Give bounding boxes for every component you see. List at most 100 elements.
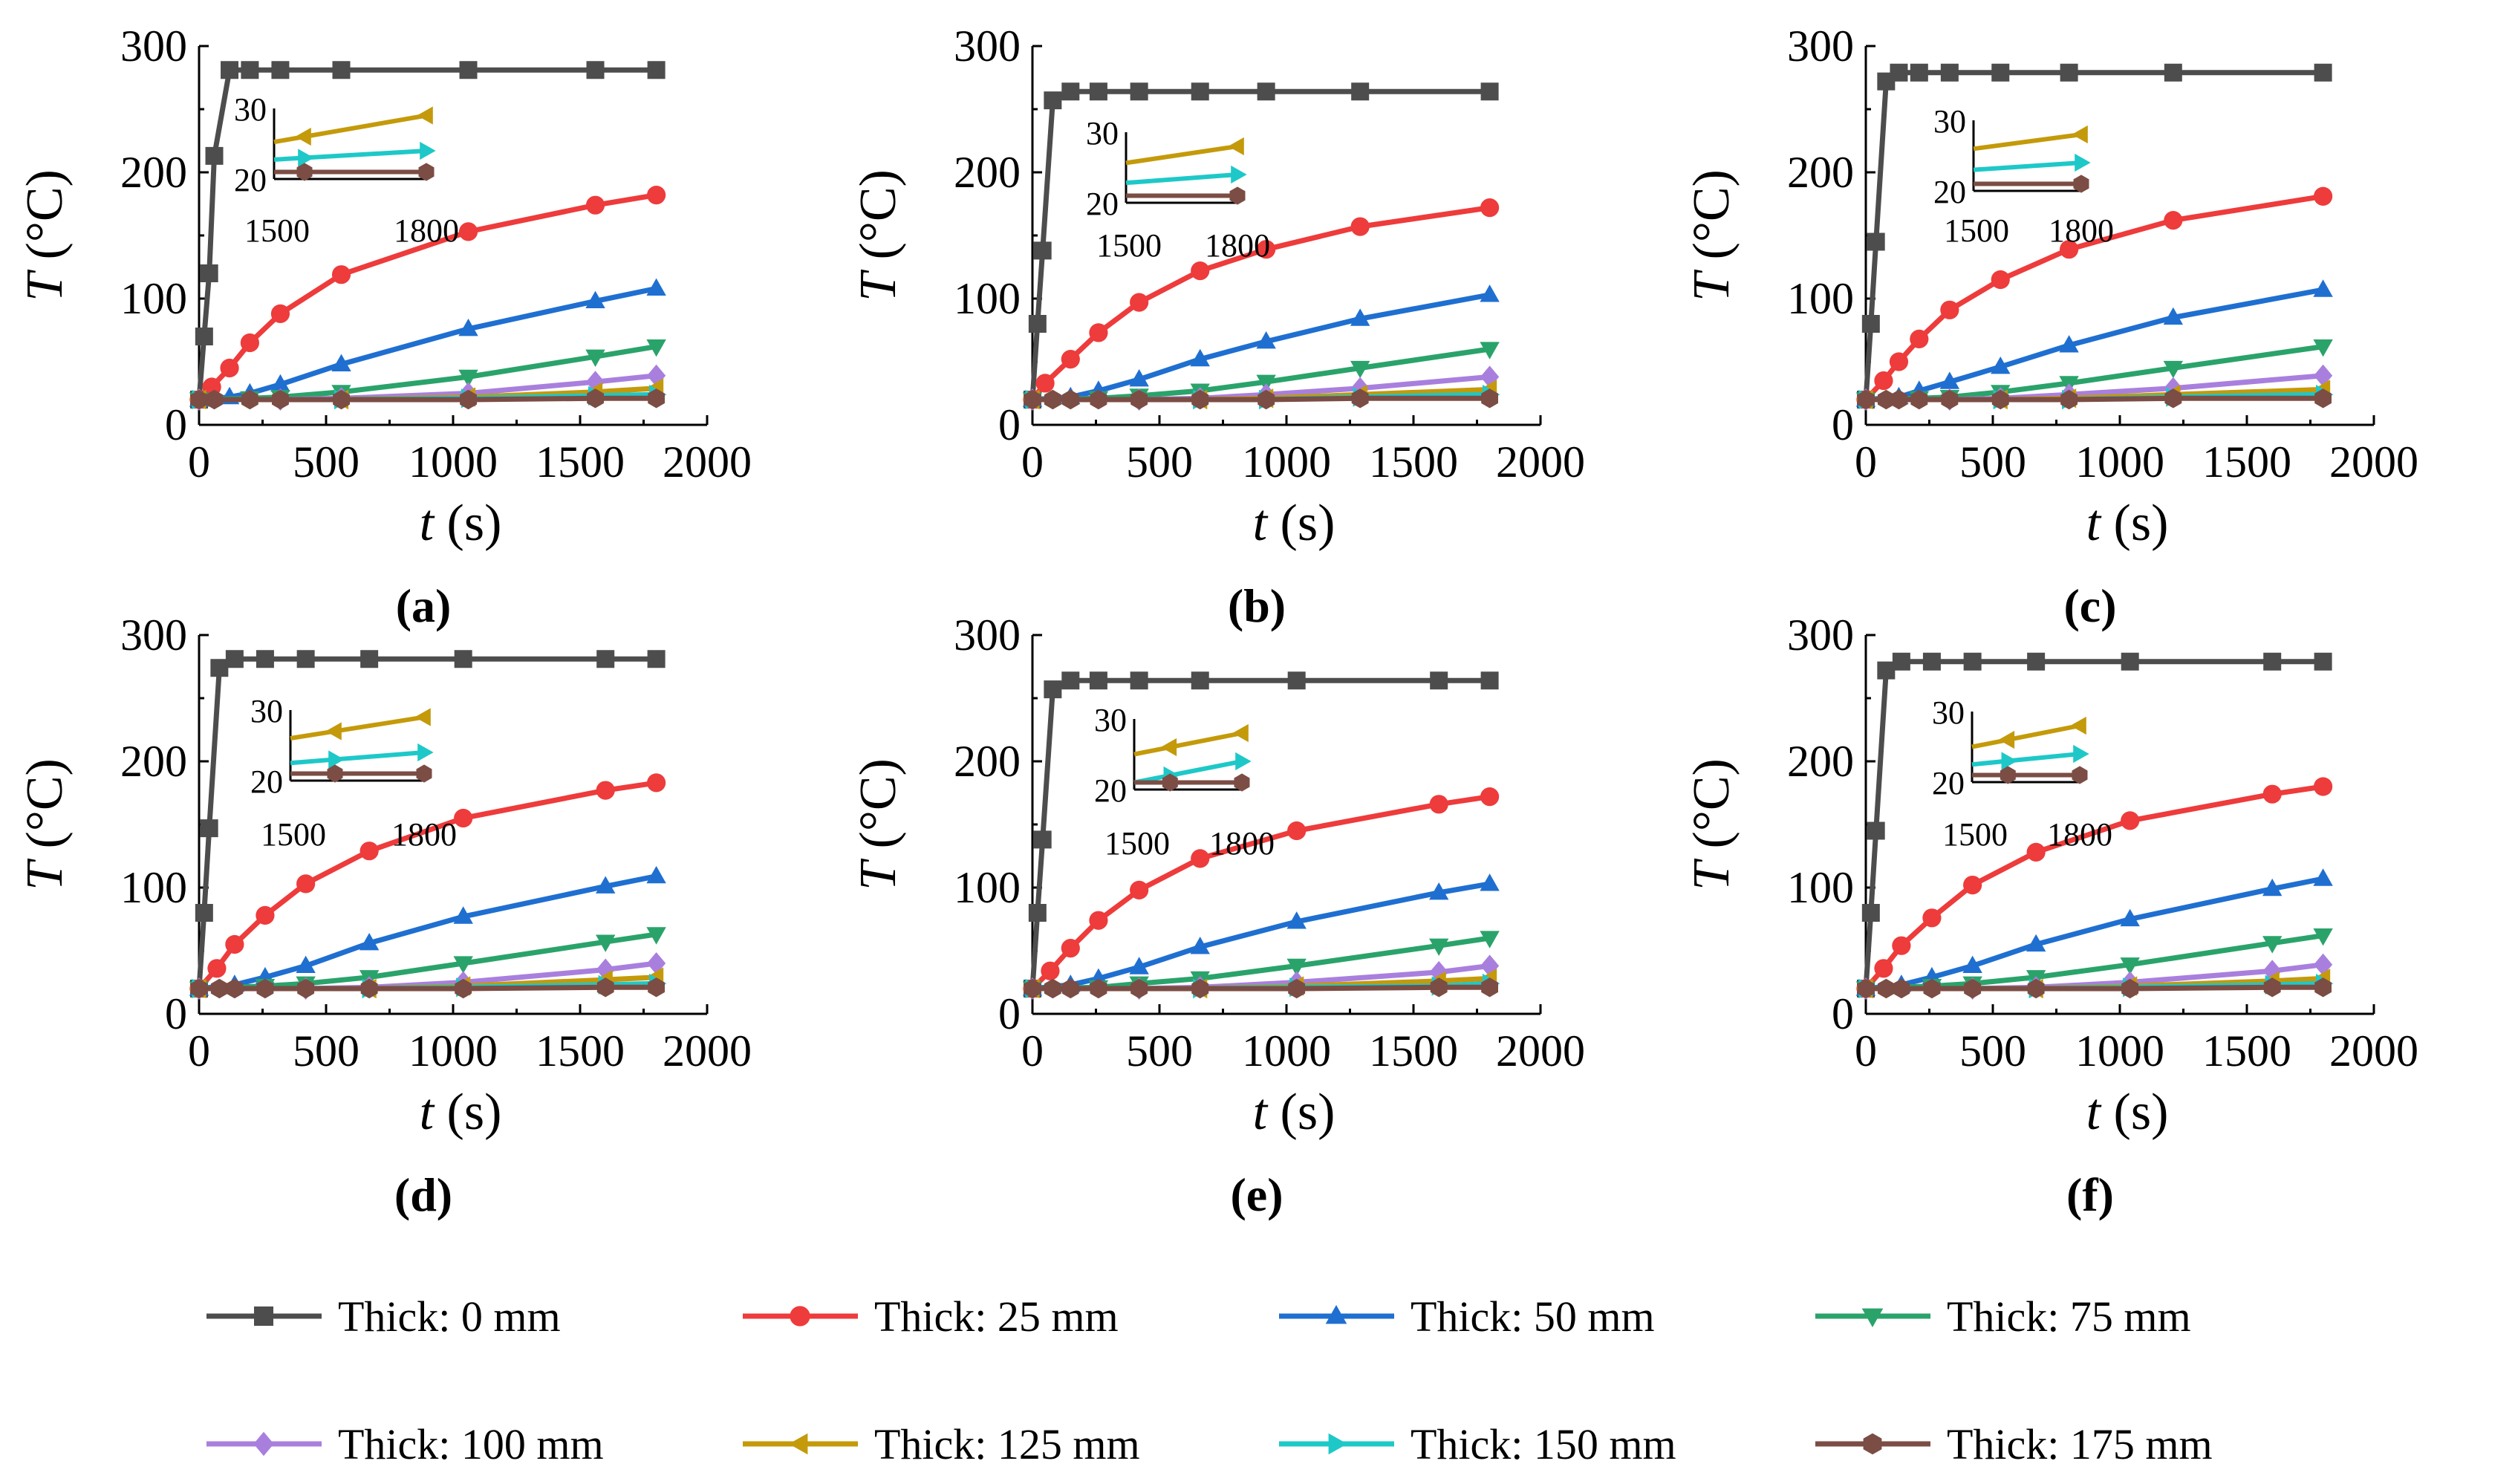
data-point bbox=[1130, 389, 1148, 410]
y-tick-label: 300 bbox=[954, 611, 1021, 660]
x-axis-unit: (s) bbox=[1267, 495, 1335, 552]
data-point bbox=[1130, 293, 1149, 312]
inset-chart: 20 30 1500 1800 bbox=[1086, 115, 1270, 264]
series-thick-0-mm bbox=[190, 61, 666, 409]
series-line bbox=[1866, 395, 2323, 403]
x-tick-label: 2000 bbox=[663, 437, 752, 486]
data-point bbox=[647, 773, 666, 793]
data-point bbox=[2120, 957, 2140, 975]
data-point bbox=[1922, 908, 1942, 928]
data-point bbox=[1044, 680, 1062, 699]
panel-label: (e) bbox=[1230, 1168, 1283, 1221]
data-point bbox=[2313, 868, 2333, 886]
data-point bbox=[646, 865, 666, 884]
data-point bbox=[1191, 261, 1210, 281]
inset-background bbox=[290, 704, 433, 782]
data-point bbox=[1089, 911, 1108, 930]
data-point bbox=[1861, 315, 1880, 333]
x-axis-unit: (s) bbox=[1267, 1084, 1335, 1141]
y-tick-label: 200 bbox=[1787, 737, 1854, 786]
series-thick-50-mm bbox=[1022, 284, 1500, 407]
data-point bbox=[2313, 279, 2333, 297]
y-tick-label: 300 bbox=[120, 22, 187, 71]
series-thick-175-mm bbox=[1857, 977, 2332, 999]
inset-x-tick-label: 1500 bbox=[1104, 825, 1170, 862]
legend-label: Thick: 150 mm bbox=[1411, 1420, 1676, 1468]
data-point bbox=[454, 650, 472, 668]
y-tick-label: 200 bbox=[1787, 148, 1854, 197]
y-axis-variable: T bbox=[1683, 269, 1740, 302]
data-point bbox=[1480, 342, 1500, 359]
x-axis-unit: (s) bbox=[2101, 1084, 2168, 1141]
data-point bbox=[2262, 878, 2283, 896]
data-point bbox=[2164, 63, 2182, 82]
y-tick-label: 200 bbox=[954, 737, 1021, 786]
inset-series-line bbox=[290, 750, 425, 766]
y-tick-label: 100 bbox=[954, 274, 1021, 323]
inset-y-tick-label: 20 bbox=[1094, 772, 1127, 809]
data-point bbox=[2313, 777, 2333, 796]
data-point bbox=[270, 304, 290, 323]
data-point bbox=[646, 278, 666, 296]
data-point bbox=[1035, 374, 1055, 393]
data-point bbox=[1129, 957, 1149, 974]
x-tick-label: 500 bbox=[1959, 1026, 2026, 1075]
data-point bbox=[1191, 978, 1209, 999]
legend-entry-thick-125-mm: Thick: 125 mm bbox=[743, 1420, 1140, 1468]
data-point bbox=[241, 61, 259, 79]
data-point bbox=[272, 389, 289, 410]
data-point bbox=[1044, 91, 1062, 110]
data-point bbox=[1893, 978, 1910, 999]
legend-swatch-marker bbox=[1328, 1433, 1347, 1455]
data-point bbox=[333, 389, 350, 410]
y-axis-unit: (°C) bbox=[850, 758, 907, 862]
data-point bbox=[2121, 978, 2139, 999]
data-point bbox=[1910, 63, 1928, 82]
y-axis-variable: T bbox=[16, 269, 74, 302]
y-tick-label: 100 bbox=[1787, 863, 1854, 912]
y-tick-label: 300 bbox=[954, 22, 1021, 71]
inset-series-thick-125-mm bbox=[273, 106, 433, 146]
series-thick-25-mm bbox=[1856, 777, 2333, 998]
data-point bbox=[1286, 911, 1307, 929]
inset-series-line bbox=[1973, 132, 2082, 152]
data-point bbox=[1940, 63, 1959, 82]
data-point bbox=[647, 364, 666, 387]
inset-background bbox=[1126, 126, 1246, 204]
inset-x-tick-label: 1800 bbox=[394, 212, 459, 249]
data-point bbox=[1061, 938, 1080, 958]
inset-y-tick-label: 20 bbox=[1932, 765, 1965, 801]
data-point bbox=[1286, 958, 1307, 977]
data-point bbox=[1024, 389, 1041, 410]
y-axis-title: T (°C) bbox=[16, 758, 74, 891]
data-point bbox=[648, 977, 665, 998]
x-tick-label: 1000 bbox=[2075, 1026, 2164, 1075]
data-point bbox=[1867, 232, 1885, 251]
data-point bbox=[1429, 882, 1449, 900]
y-axis-title: T (°C) bbox=[1683, 169, 1740, 302]
x-axis-variable: t bbox=[1253, 495, 1269, 552]
inset-data-point bbox=[2001, 752, 2017, 770]
x-tick-label: 2000 bbox=[1496, 437, 1585, 486]
data-point bbox=[1044, 978, 1061, 999]
y-tick-label: 100 bbox=[1787, 274, 1854, 323]
y-axis-unit: (°C) bbox=[1683, 758, 1740, 862]
data-point bbox=[2314, 977, 2332, 998]
y-axis-unit: (°C) bbox=[1683, 169, 1740, 273]
data-point bbox=[1024, 978, 1041, 999]
inset-data-point bbox=[1162, 773, 1178, 792]
data-point bbox=[225, 650, 244, 668]
inset-y-tick-label: 30 bbox=[1094, 702, 1127, 738]
data-point bbox=[1041, 961, 1060, 980]
inset-series-thick-150-mm bbox=[290, 743, 434, 769]
legend-entry-thick-100-mm: Thick: 100 mm bbox=[206, 1420, 604, 1468]
data-point bbox=[1287, 821, 1307, 841]
inset-series-line bbox=[1133, 731, 1243, 757]
legend-swatch-marker bbox=[790, 1306, 810, 1327]
inset-data-point bbox=[1998, 730, 2015, 749]
x-tick-label: 0 bbox=[1021, 1026, 1044, 1075]
legend-label: Thick: 100 mm bbox=[338, 1420, 604, 1468]
data-point bbox=[221, 61, 239, 79]
x-tick-label: 0 bbox=[1855, 1026, 1877, 1075]
